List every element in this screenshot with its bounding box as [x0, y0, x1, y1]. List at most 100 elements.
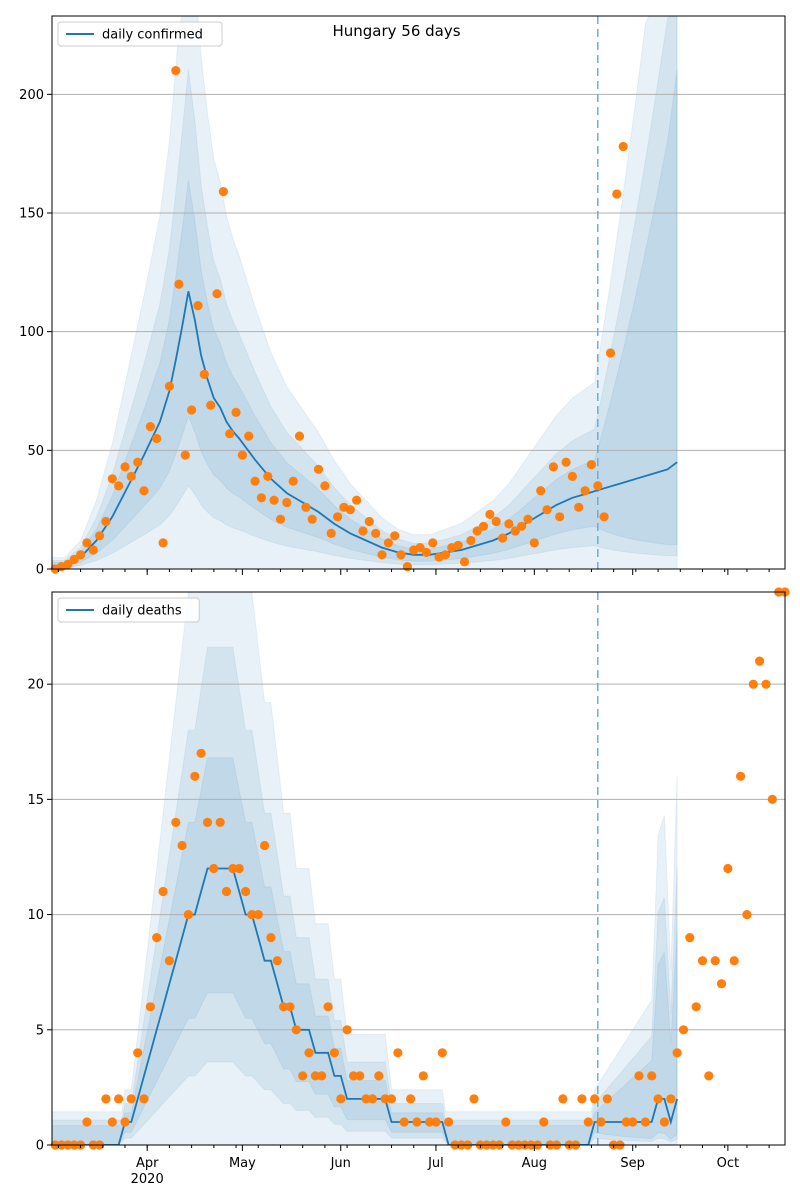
confirmed-data-point — [307, 514, 317, 524]
deaths-ytick-label: 10 — [27, 908, 44, 923]
deaths-data-point — [634, 1071, 644, 1081]
deaths-data-point — [215, 817, 225, 828]
deaths-data-point — [367, 1094, 378, 1104]
confirmed-chart-title: Hungary 56 days — [332, 22, 460, 40]
confirmed-data-point — [605, 348, 616, 358]
deaths-xtick-label: Sep — [620, 1156, 645, 1171]
confirmed-data-point — [199, 369, 209, 379]
confirmed-data-point — [206, 400, 216, 410]
confirmed-data-point — [164, 381, 174, 391]
deaths-data-point — [583, 1117, 593, 1127]
deaths-xtick-label: Aug — [522, 1156, 547, 1171]
confirmed-data-point — [586, 460, 597, 470]
confirmed-data-point — [263, 471, 273, 481]
deaths-data-point — [697, 956, 708, 966]
confirmed-legend-box — [57, 21, 223, 47]
confirmed-data-point — [466, 535, 476, 546]
confirmed-data-point — [396, 550, 406, 560]
deaths-data-point — [380, 1094, 390, 1104]
deaths-data-point — [399, 1117, 409, 1127]
confirmed-ytick-label: 100 — [19, 325, 44, 340]
deaths-data-point — [412, 1117, 422, 1127]
deaths-data-point — [501, 1117, 511, 1127]
deaths-data-point — [659, 1117, 670, 1127]
confirmed-data-point — [453, 540, 463, 550]
confirmed-ytick-label: 150 — [19, 206, 44, 221]
deaths-data-point — [190, 771, 200, 781]
deaths-data-point — [241, 886, 251, 897]
confirmed-data-point — [491, 516, 501, 527]
confirmed-series-line — [52, 291, 678, 569]
confirmed-data-point — [225, 429, 235, 439]
confirmed-data-point — [82, 538, 92, 548]
confirmed-data-point — [133, 457, 143, 467]
deaths-data-point — [742, 910, 752, 920]
deaths-data-point — [628, 1117, 638, 1127]
confirmed-data-point — [402, 562, 412, 572]
confirmed-data-point — [428, 538, 438, 548]
confirmed-model-line — [52, 291, 678, 569]
deaths-data-point — [437, 1048, 447, 1058]
confirmed-data-point — [561, 457, 571, 467]
deaths-data-point — [386, 1094, 397, 1104]
confirmed-observed-points — [50, 66, 628, 574]
deaths-ytick-label: 5 — [36, 1023, 44, 1038]
deaths-data-point — [431, 1117, 441, 1127]
confirmed-data-point — [548, 462, 559, 472]
deaths-xtick-label: Jun — [330, 1156, 351, 1171]
deaths-data-point — [310, 1071, 320, 1081]
deaths-data-point — [761, 679, 771, 689]
deaths-data-point — [177, 840, 187, 851]
deaths-data-point — [317, 1071, 327, 1081]
deaths-data-point — [279, 1002, 289, 1012]
deaths-data-point — [348, 1071, 359, 1081]
deaths-data-point — [425, 1117, 435, 1127]
confirmed-data-point — [231, 407, 241, 417]
confirmed-data-point — [358, 526, 368, 536]
confirmed-data-point — [364, 516, 374, 527]
deaths-data-point — [590, 1094, 600, 1104]
deaths-data-point — [183, 910, 193, 920]
confirmed-data-point — [114, 481, 124, 491]
deaths-data-point — [228, 863, 238, 874]
confirmed-legend-label: daily confirmed — [102, 28, 203, 43]
deaths-data-point — [285, 1002, 295, 1012]
deaths-data-point — [621, 1117, 631, 1127]
confirmed-data-point — [472, 526, 482, 536]
confirmed-data-point — [76, 550, 86, 560]
confirmed-data-point — [536, 486, 546, 496]
confirmed-data-point — [187, 405, 197, 415]
deaths-data-point — [653, 1094, 663, 1104]
deaths-data-point — [647, 1071, 657, 1081]
deaths-data-point — [577, 1094, 587, 1104]
deaths-data-point — [685, 933, 695, 943]
deaths-data-point — [171, 817, 181, 828]
deaths-data-point — [748, 679, 758, 689]
deaths-data-point — [145, 1002, 155, 1012]
deaths-data-point — [120, 1117, 130, 1127]
deaths-year-label: 2020 — [131, 1172, 164, 1187]
confirmed-ytick-label: 50 — [27, 444, 44, 459]
confirmed-data-point — [180, 450, 190, 460]
confirmed-data-point — [352, 495, 362, 505]
confirmed-y-ticks: 0 50 100 150 200 — [19, 88, 52, 578]
deaths-data-point — [82, 1117, 92, 1127]
deaths-data-point — [418, 1071, 428, 1081]
deaths-data-point — [209, 863, 219, 874]
deaths-data-point — [114, 1094, 124, 1104]
confirmed-data-point — [542, 505, 552, 515]
confirmed-data-point — [580, 486, 590, 496]
deaths-data-point — [272, 956, 282, 966]
confirmed-data-point — [288, 476, 298, 486]
confirmed-data-point — [371, 528, 381, 539]
deaths-data-point — [469, 1094, 479, 1104]
deaths-legend: daily deaths — [57, 597, 200, 623]
confirmed-data-point — [88, 545, 98, 555]
deaths-band-1 — [52, 646, 678, 1145]
deaths-data-point — [704, 1071, 714, 1081]
confirmed-data-point — [377, 550, 387, 560]
deaths-data-point — [342, 1025, 352, 1035]
confirmed-ytick-label: 200 — [19, 88, 44, 103]
confirmed-data-point — [529, 538, 539, 548]
